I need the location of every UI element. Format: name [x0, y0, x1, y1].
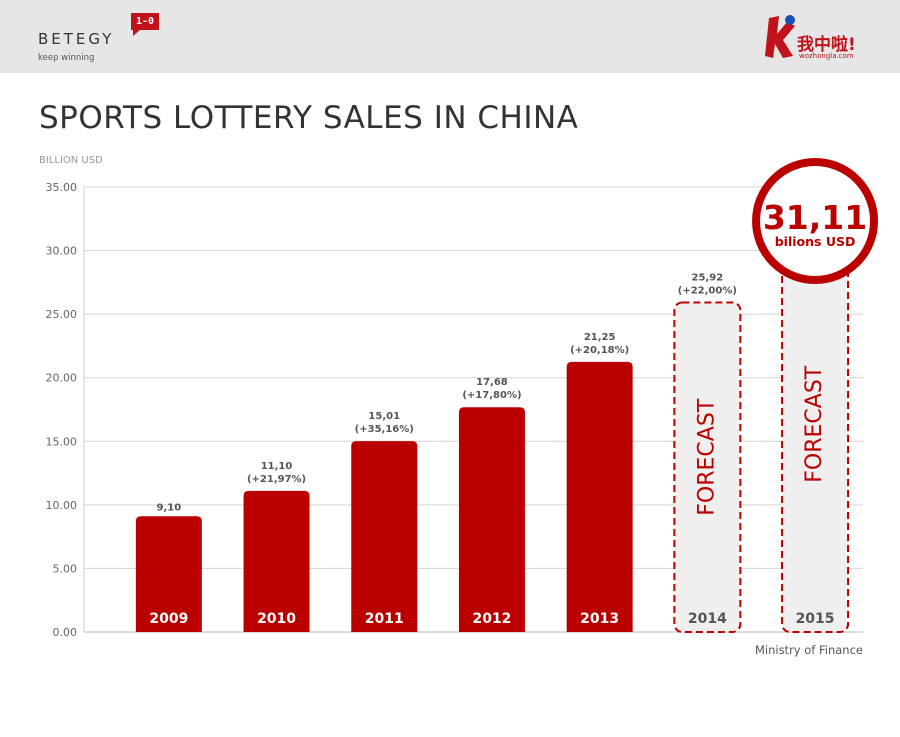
y-tick-label: 20.00	[46, 372, 78, 385]
mascot-icon	[765, 15, 795, 58]
y-tick-label: 30.00	[46, 245, 78, 258]
highlight-unit: bilions USD	[775, 234, 856, 249]
growth-label: (+21,97%)	[247, 474, 306, 485]
highlight-circle	[752, 158, 879, 284]
bar-category-label: 2014	[688, 611, 727, 627]
bar	[243, 490, 310, 632]
betegy-logo[interactable]: BETEGY keep winning	[38, 30, 114, 63]
brand-tagline: keep winning	[38, 53, 95, 63]
partner-url: wozhongla.com	[799, 52, 854, 60]
forecast-bar	[673, 301, 742, 633]
y-tick-label: 15.00	[46, 435, 78, 448]
bar-category-label: 2009	[149, 611, 188, 627]
y-tick-label: 0.00	[53, 626, 78, 639]
score-badge-icon: 1-0	[131, 13, 159, 36]
forecast-label: FORECAST	[694, 398, 719, 516]
y-tick-label: 10.00	[46, 499, 78, 512]
value-label: 9,10	[157, 502, 182, 513]
partner-logo[interactable]: 我中啦! wozhongla.com	[763, 10, 873, 65]
growth-label: (+20,18%)	[570, 345, 629, 356]
bar	[135, 516, 202, 632]
source-note: Ministry of Finance	[754, 643, 863, 657]
value-label: 11,10	[261, 461, 293, 472]
partner-name: 我中啦!	[797, 35, 856, 55]
y-tick-label: 5.00	[53, 562, 78, 575]
value-label: 17,68	[476, 377, 508, 388]
y-tick-label: 25.00	[46, 308, 78, 321]
growth-label: (+35,16%)	[355, 424, 414, 435]
value-label: 25,92	[692, 272, 724, 283]
value-label: 15,01	[368, 411, 400, 422]
brand-name: BETEGY	[38, 30, 115, 48]
growth-label: (+17,80%)	[462, 390, 521, 401]
chart-title: SPORTS LOTTERY SALES IN CHINA	[39, 100, 579, 136]
bar	[566, 361, 633, 632]
bar-category-label: 2012	[472, 611, 511, 627]
bar	[351, 441, 418, 632]
y-axis-label: BILLION USD	[39, 155, 103, 166]
value-label: 21,25	[584, 332, 616, 343]
bar	[458, 407, 525, 632]
y-tick-label: 35.00	[46, 181, 78, 194]
bar-category-label: 2013	[580, 611, 619, 627]
header-bar: BETEGY keep winning 1-0 我中啦! wozhongla.c…	[0, 0, 900, 73]
bar-category-label: 2010	[257, 611, 296, 627]
forecast-label: FORECAST	[802, 365, 827, 483]
highlight-value: 31,11	[763, 198, 867, 237]
bar-category-label: 2011	[365, 611, 404, 627]
bar-category-label: 2015	[796, 611, 835, 627]
growth-label: (+22,00%)	[678, 285, 737, 296]
